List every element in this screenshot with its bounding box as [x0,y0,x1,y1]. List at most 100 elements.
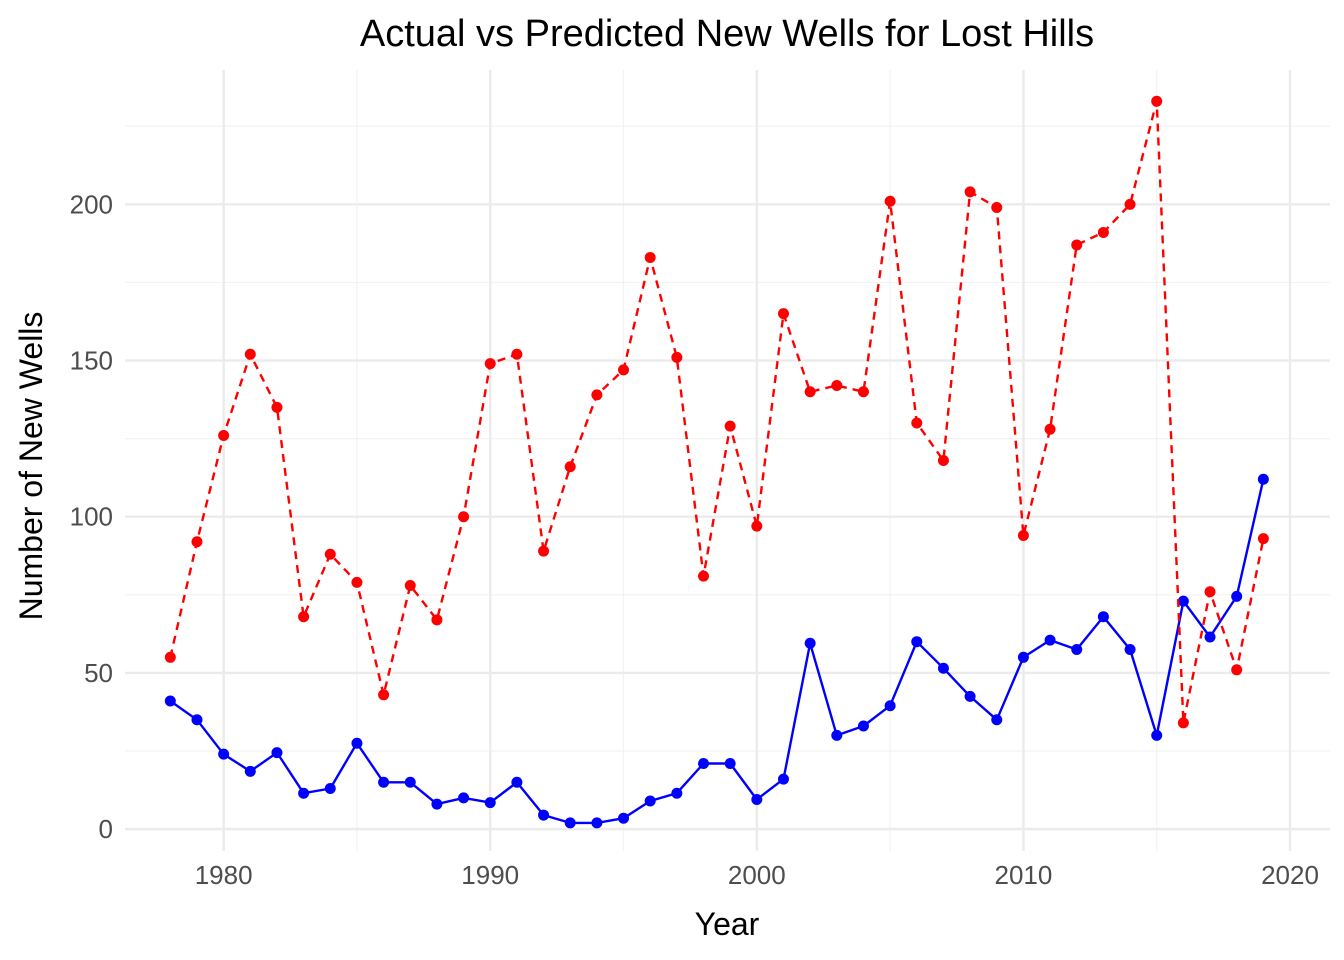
data-point [1257,473,1269,485]
data-point [1231,590,1243,602]
data-point [458,792,470,804]
data-point [1071,239,1083,251]
data-point [1177,595,1189,607]
data-point [378,689,390,701]
series-1 [164,473,1269,829]
data-point [857,720,869,732]
data-point [538,809,550,821]
data-point [538,545,550,557]
data-point [484,358,496,370]
data-point [724,758,736,770]
data-point [964,186,976,198]
data-point [191,536,203,548]
major-gridlines [125,70,1330,851]
data-point [191,714,203,726]
data-point [777,308,789,320]
data-point [164,651,176,663]
data-point [271,401,283,413]
data-point [404,776,416,788]
data-point [404,579,416,591]
data-point [618,812,630,824]
series-line [169,478,1265,825]
data-point [1204,586,1216,598]
data-point [564,461,576,473]
y-tick-label: 100 [70,502,113,532]
data-point [1151,95,1163,107]
data-point [964,690,976,702]
y-axis-ticks: 0 50 100 150 200 [70,189,113,844]
data-point [911,417,923,429]
y-axis-title: Number of New Wells [13,312,49,621]
y-tick-label: 200 [70,189,113,219]
x-tick-label: 1990 [461,860,519,890]
data-point [351,576,363,588]
data-point [1257,533,1269,545]
data-point [1044,634,1056,646]
data-point [991,714,1003,726]
minor-gridlines [125,70,1330,851]
data-point [884,195,896,207]
data-point [831,380,843,392]
data-point [1124,198,1136,210]
chart-title: Actual vs Predicted New Wells for Lost H… [360,13,1094,55]
data-point [378,776,390,788]
data-point [1177,717,1189,729]
data-point [298,787,310,799]
data-point [271,747,283,759]
data-point [1017,529,1029,541]
data-point [218,748,230,760]
data-point [431,614,443,626]
data-point [458,511,470,523]
data-point [591,817,603,829]
data-point [644,795,656,807]
data-point [804,386,816,398]
data-point [751,793,763,805]
data-point [324,548,336,560]
data-point [298,611,310,623]
y-tick-label: 0 [99,814,113,844]
data-point [1151,729,1163,741]
data-point [1124,644,1136,656]
data-point [1097,611,1109,623]
series-2 [164,95,1269,729]
data-point [511,776,523,788]
data-point [1097,226,1109,238]
data-point [671,351,683,363]
data-point [431,798,443,810]
data-point [698,570,710,582]
data-point [644,251,656,263]
data-point [1204,631,1216,643]
x-axis-title: Year [695,906,760,942]
data-point [857,386,869,398]
data-point [218,430,230,442]
x-axis-ticks: 1980 1990 2000 2010 2020 [195,860,1319,890]
x-tick-label: 2010 [994,860,1052,890]
data-point [351,737,363,749]
data-point [564,817,576,829]
data-point [511,348,523,360]
series-line [169,99,1265,725]
data-point [777,773,789,785]
data-point [591,389,603,401]
series-layer [164,95,1269,829]
data-point [698,758,710,770]
data-point [937,455,949,466]
data-point [164,695,176,707]
data-point [1231,664,1243,676]
data-point [804,637,816,649]
data-point [911,636,923,648]
data-point [244,348,256,360]
y-tick-label: 150 [70,346,113,376]
data-point [991,201,1003,213]
data-point [751,520,763,532]
x-tick-label: 1980 [195,860,253,890]
data-point [1017,651,1029,663]
data-point [618,364,630,376]
x-tick-label: 2020 [1261,860,1319,890]
data-point [1071,644,1083,656]
x-tick-label: 2000 [728,860,786,890]
data-point [937,662,949,674]
data-point [671,787,683,799]
data-point [724,420,736,432]
